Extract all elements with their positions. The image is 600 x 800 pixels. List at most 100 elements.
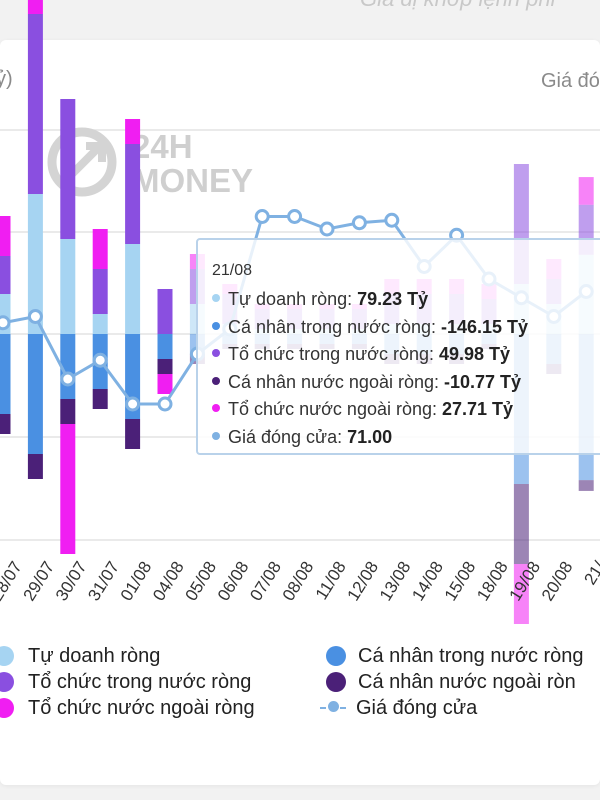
legend-label: Tự doanh ròng <box>28 645 161 667</box>
x-tick-label: 28/07 <box>0 558 26 604</box>
bar-to_chuc_nuoc_ngoai-31/07[interactable] <box>92 229 108 269</box>
x-tick-label: 08/08 <box>279 558 318 604</box>
bar-ca_nhan_nuoc_ngoai-04/08[interactable] <box>157 359 173 374</box>
legend-dot-icon <box>326 672 346 692</box>
tooltip-value: -10.77 Tỷ <box>444 371 522 392</box>
legend-point-icon <box>328 701 339 712</box>
bar-to_chuc_nuoc_ngoai-04/08[interactable] <box>157 374 173 394</box>
bar-to_chuc_nuoc_ngoai-29/07[interactable] <box>27 0 43 14</box>
x-axis-labels: /0728/0729/0730/0731/0701/0804/0805/0806… <box>0 558 600 604</box>
x-tick-label: 19/08 <box>506 558 545 604</box>
legend-dot-icon <box>0 646 14 666</box>
tooltip-label: Cá nhân nước ngoài ròng: <box>228 371 444 392</box>
legend-label: Giá đóng cửa <box>356 697 478 719</box>
bar-ca_nhan_nuoc_ngoai-01/08[interactable] <box>125 419 141 449</box>
bar-tu_doanh-31/07[interactable] <box>92 314 108 334</box>
x-tick-label: 30/07 <box>52 558 91 604</box>
tooltip-label: Tổ chức nước ngoài ròng: <box>228 399 443 419</box>
close-price-point-13/08[interactable] <box>384 212 400 228</box>
x-tick-label: 07/08 <box>246 558 285 604</box>
x-tick-label: 14/08 <box>408 558 447 604</box>
bar-ca_nhan_nuoc_ngoai-28/07[interactable] <box>0 414 11 434</box>
close-price-point-07/08[interactable] <box>254 209 270 224</box>
close-price-point-11/08[interactable] <box>319 221 335 237</box>
close-price-point-31/07[interactable] <box>92 352 108 368</box>
bar-to_chuc_nuoc_ngoai-19/08[interactable] <box>513 564 529 624</box>
x-tick-label: 20/08 <box>538 558 577 604</box>
tooltip-label: Tự doanh ròng: <box>228 289 358 309</box>
tooltip-date: 21/08 <box>212 262 253 279</box>
top-caption: Giá đị khớp lệnh phi <box>360 0 556 12</box>
legend-dot-icon <box>0 672 14 692</box>
watermark-text-bottom: MONEY <box>132 162 253 199</box>
bar-tu_doanh-28/07[interactable] <box>0 294 11 334</box>
bar-to_chuc_trong_nuoc-30/07[interactable] <box>60 99 76 239</box>
x-tick-label: 04/08 <box>149 558 188 604</box>
x-tick-label: 05/08 <box>182 558 221 604</box>
legend-label: Cá nhân trong nước ròng <box>358 645 584 667</box>
tooltip-label: Cá nhân trong nước ròng: <box>228 316 441 337</box>
close-price-point-08/08[interactable] <box>287 209 303 224</box>
tooltip-label: Giá đóng cửa: <box>228 426 348 447</box>
close-price-point-30/07[interactable] <box>60 371 76 387</box>
tooltip-value: 27.71 Tỷ <box>442 399 514 419</box>
close-price-point-01/08[interactable] <box>125 396 141 412</box>
tooltip-row-gia-dong-cua: Giá đóng cửa: 71.00 <box>212 424 600 452</box>
right-axis-title: Giá đóng <box>541 70 600 92</box>
bar-to_chuc_trong_nuoc-29/07[interactable] <box>27 14 43 194</box>
tooltip-dot-icon <box>212 349 220 358</box>
x-tick-label: 18/08 <box>473 558 512 604</box>
bar-ca_nhan_trong_nuoc-04/08[interactable] <box>157 334 173 359</box>
bar-ca_nhan_trong_nuoc-29/07[interactable] <box>27 334 43 454</box>
tooltip-row-ca-nhan-nuoc-ngoai: Cá nhân nước ngoài ròng: -10.77 Tỷ <box>212 369 600 397</box>
tooltip-value: -146.15 Tỷ <box>440 316 529 337</box>
tooltip-row-tu-doanh: Tự doanh ròng: 79.23 Tỷ <box>212 286 600 314</box>
tooltip-label: Tổ chức trong nước ròng: <box>228 344 439 364</box>
bar-to_chuc_trong_nuoc-04/08[interactable] <box>157 289 173 334</box>
x-tick-label: 12/08 <box>344 558 383 604</box>
x-tick-label: 06/08 <box>214 558 253 604</box>
x-tick-label: 01/08 <box>117 558 156 604</box>
tooltip-dot-icon <box>212 321 220 330</box>
bar-ca_nhan_nuoc_ngoai-19/08[interactable] <box>513 484 529 564</box>
tooltip-value: 79.23 Tỷ <box>357 289 429 309</box>
bar-tu_doanh-01/08[interactable] <box>125 244 141 334</box>
tooltip-row-to-chuc-trong-nuoc: Tổ chức trong nước ròng: 49.98 Tỷ <box>212 341 600 369</box>
bar-to_chuc_trong_nuoc-01/08[interactable] <box>125 144 141 244</box>
legend-label: Tổ chức trong nước ròng <box>28 671 252 693</box>
bar-to_chuc_nuoc_ngoai-30/07[interactable] <box>60 424 76 554</box>
tooltip-dot-icon <box>212 431 220 440</box>
bar-ca_nhan_trong_nuoc-28/07[interactable] <box>0 334 11 414</box>
tooltip-dot-icon <box>212 294 220 303</box>
x-tick-label: 31/07 <box>84 558 123 604</box>
tooltip-row-to-chuc-nuoc-ngoai: Tổ chức nước ngoài ròng: 27.71 Tỷ <box>212 396 600 424</box>
bar-to_chuc_trong_nuoc-28/07[interactable] <box>0 256 11 294</box>
x-tick-label: 21/ <box>580 558 600 588</box>
bar-to_chuc_nuoc_ngoai-21/08[interactable] <box>578 177 594 205</box>
watermark-text-top: 24H <box>132 128 193 165</box>
bar-to_chuc_nuoc_ngoai-28/07[interactable] <box>0 216 11 256</box>
bar-ca_nhan_nuoc_ngoai-21/08[interactable] <box>578 480 594 491</box>
x-tick-label: 15/08 <box>441 558 480 604</box>
bar-ca_nhan_nuoc_ngoai-31/07[interactable] <box>92 389 108 409</box>
x-tick-label: 29/07 <box>20 558 59 604</box>
x-tick-label: 13/08 <box>376 558 415 604</box>
legend-dot-icon <box>0 698 14 718</box>
bar-ca_nhan_nuoc_ngoai-29/07[interactable] <box>27 454 43 479</box>
bar-tu_doanh-30/07[interactable] <box>60 239 76 334</box>
legend-label: Tổ chức nước ngoài ròng <box>28 697 255 719</box>
close-price-point-12/08[interactable] <box>351 215 367 231</box>
close-price-point-04/08[interactable] <box>157 396 173 412</box>
left-axis-title: ỷ) <box>0 68 13 90</box>
bar-tu_doanh-29/07[interactable] <box>27 194 43 334</box>
close-price-point-29/07[interactable] <box>27 309 43 324</box>
tooltip-row-ca-nhan-trong-nuoc: Cá nhân trong nước ròng: -146.15 Tỷ <box>212 314 600 342</box>
bar-ca_nhan_nuoc_ngoai-30/07[interactable] <box>60 399 76 424</box>
legend-dot-icon <box>326 646 346 666</box>
bar-to_chuc_trong_nuoc-31/07[interactable] <box>92 269 108 314</box>
close-price-point-28/07[interactable] <box>0 315 11 331</box>
tooltip-value: 49.98 Tỷ <box>439 344 511 364</box>
watermark: 24H MONEY <box>47 127 253 199</box>
bar-to_chuc_nuoc_ngoai-01/08[interactable] <box>125 119 141 144</box>
legend-label: Cá nhân nước ngoài ròn <box>358 671 576 693</box>
